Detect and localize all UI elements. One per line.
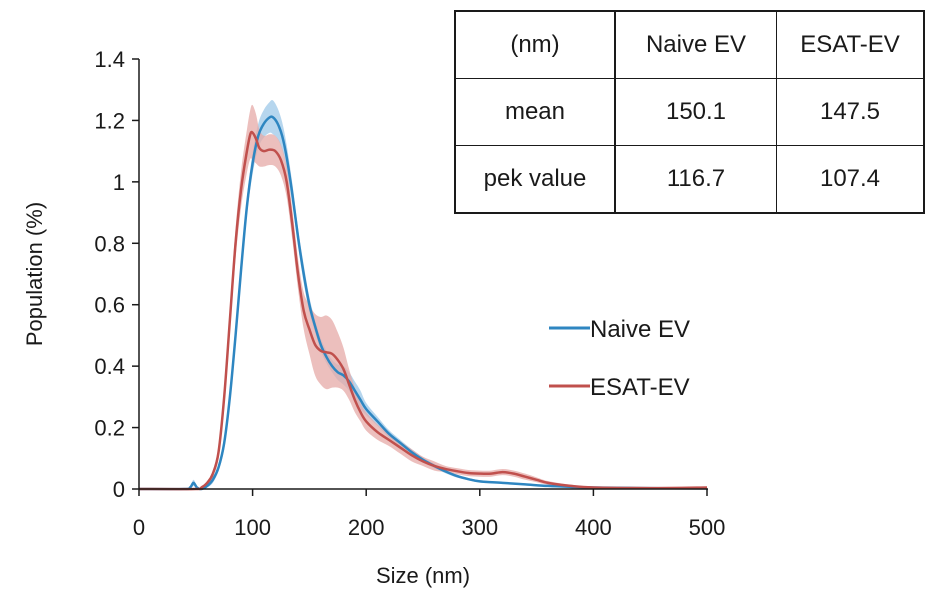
x-tick-label: 400	[575, 515, 612, 540]
x-tick-label: 0	[133, 515, 145, 540]
x-tick-label: 300	[461, 515, 498, 540]
y-tick-label: 1.2	[94, 108, 125, 133]
y-tick-label: 0.6	[94, 293, 125, 318]
y-tick-label: 0	[113, 477, 125, 502]
legend-label-naive-ev: Naive EV	[590, 316, 690, 343]
x-tick-label: 500	[689, 515, 726, 540]
y-tick-label: 1	[113, 170, 125, 195]
header-unit-cell: (nm)	[455, 11, 616, 79]
y-tick-label: 0.2	[94, 416, 125, 441]
header-esat-ev-cell: ESAT-EV	[776, 11, 924, 79]
legend-label-esat-ev: ESAT-EV	[590, 374, 690, 401]
header-naive-ev-cell: Naive EV	[615, 11, 777, 79]
y-tick-label: 1.4	[94, 47, 125, 72]
table-row: pek value 116.7 107.4	[455, 145, 924, 213]
y-ticks: 0 0.2 0.4 0.6 0.8 1 1.2 1.4	[94, 47, 139, 502]
y-axis-label: Population (%)	[22, 202, 47, 346]
x-ticks: 0 100 200 300 400 500	[133, 489, 725, 540]
value-cell: 150.1	[615, 78, 777, 146]
series-lines	[138, 115, 708, 491]
table-header-row: (nm) Naive EV ESAT-EV	[455, 11, 924, 79]
value-cell: 147.5	[776, 78, 924, 146]
x-tick-label: 100	[234, 515, 271, 540]
row-label-cell: pek value	[455, 145, 616, 213]
stats-table: (nm) Naive EV ESAT-EV mean 150.1 147.5 p…	[454, 10, 925, 214]
row-label-cell: mean	[455, 78, 616, 146]
value-cell: 116.7	[615, 145, 777, 213]
y-tick-label: 0.4	[94, 354, 125, 379]
legend: Naive EV ESAT-EV	[549, 316, 690, 401]
x-axis-label: Size (nm)	[376, 563, 470, 588]
value-cell: 107.4	[819, 165, 881, 192]
naive-ev-line	[138, 115, 708, 491]
esat-ev-line	[138, 130, 708, 491]
table-row: mean 150.1 147.5	[455, 78, 924, 146]
x-tick-label: 200	[348, 515, 385, 540]
y-tick-label: 0.8	[94, 231, 125, 256]
